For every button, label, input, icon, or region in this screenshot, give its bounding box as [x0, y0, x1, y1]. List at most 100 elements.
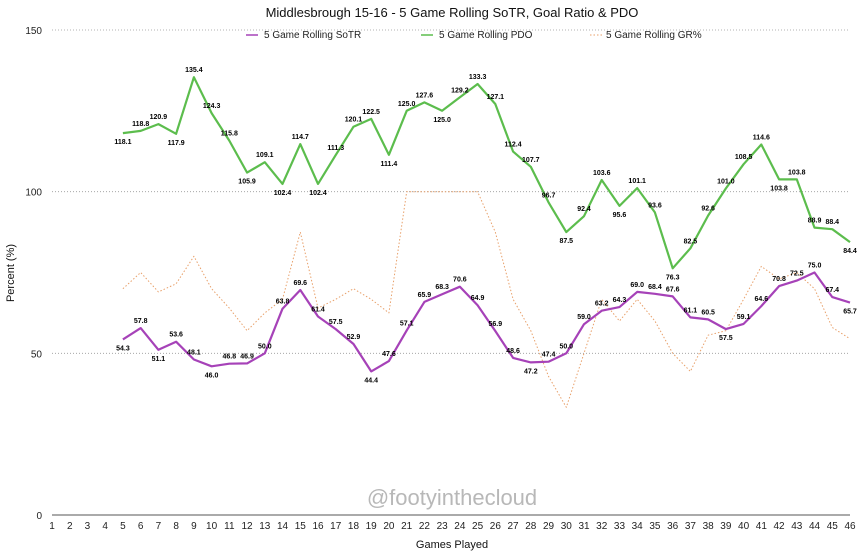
x-tick-27: 27	[508, 521, 520, 532]
x-tick-24: 24	[454, 521, 466, 532]
x-tick-9: 9	[191, 521, 197, 532]
x-tick-45: 45	[827, 521, 839, 532]
y-tick-50: 50	[31, 349, 43, 360]
data-label-0-31: 59.0	[577, 314, 591, 321]
x-tick-28: 28	[525, 521, 537, 532]
data-label-0-21: 57.1	[400, 320, 414, 327]
data-label-1-22: 127.6	[416, 92, 434, 99]
x-tick-43: 43	[791, 521, 803, 532]
x-tick-10: 10	[206, 521, 218, 532]
data-label-0-41: 64.6	[755, 296, 769, 303]
x-tick-7: 7	[156, 521, 162, 532]
data-label-0-37: 61.1	[684, 307, 698, 314]
data-label-1-42: 103.8	[770, 185, 788, 192]
series-line-0	[122, 271, 851, 373]
data-label-0-40: 59.1	[737, 314, 751, 321]
data-label-1-9: 135.4	[185, 67, 203, 74]
data-label-1-8: 117.9	[168, 140, 185, 147]
data-label-0-26: 56.9	[489, 321, 503, 328]
data-label-1-44: 88.9	[808, 218, 822, 225]
data-label-1-43: 103.8	[788, 169, 806, 176]
data-label-0-28: 47.2	[524, 368, 538, 375]
data-label-0-7: 51.1	[152, 356, 166, 363]
data-label-0-8: 53.6	[169, 332, 183, 339]
data-label-1-14: 102.4	[274, 190, 292, 197]
data-label-0-46: 65.7	[843, 309, 857, 316]
x-tick-21: 21	[401, 521, 413, 532]
data-label-0-33: 64.3	[613, 297, 627, 304]
y-axis-label: Percent (%)	[5, 244, 17, 302]
data-label-0-38: 60.5	[701, 309, 715, 316]
x-tick-30: 30	[561, 521, 573, 532]
x-tick-32: 32	[596, 521, 608, 532]
x-tick-44: 44	[809, 521, 821, 532]
legend-label-sotr: 5 Game Rolling SoTR	[264, 30, 361, 41]
x-tick-26: 26	[490, 521, 502, 532]
data-label-0-36: 67.6	[666, 286, 680, 293]
data-label-0-27: 48.6	[506, 348, 520, 355]
data-label-0-44: 75.0	[808, 263, 822, 270]
x-tick-18: 18	[348, 521, 360, 532]
data-label-1-26: 127.1	[487, 94, 505, 101]
data-label-1-25: 133.3	[469, 74, 487, 81]
x-tick-36: 36	[667, 521, 679, 532]
series-line-2	[122, 191, 851, 408]
x-tick-13: 13	[259, 521, 271, 532]
data-label-0-22: 65.9	[418, 292, 432, 299]
x-tick-labels: 1 2 3 4 5 6 7 8 9 10 11 12 13 14 15 16 17 18 19 20 21 22 23 24 2…	[49, 521, 856, 532]
data-label-1-13: 109.1	[256, 152, 274, 159]
legend-item-sotr: 5 Game Rolling SoTR	[246, 30, 361, 41]
y-tick-150: 150	[25, 26, 42, 37]
data-label-1-27: 112.4	[504, 142, 521, 149]
data-label-1-39: 101.0	[717, 178, 735, 185]
x-tick-2: 2	[67, 521, 73, 532]
data-label-0-16: 61.4	[311, 306, 325, 313]
x-tick-25: 25	[472, 521, 484, 532]
data-label-0-11: 46.8	[223, 354, 237, 361]
data-label-1-30: 87.5	[559, 238, 573, 245]
data-label-1-6: 118.8	[132, 121, 149, 128]
x-tick-5: 5	[120, 521, 126, 532]
data-label-1-29: 96.7	[542, 192, 556, 199]
x-tick-23: 23	[437, 521, 449, 532]
data-label-1-12: 105.9	[238, 179, 256, 186]
data-label-1-36: 76.3	[666, 274, 680, 281]
x-tick-40: 40	[738, 521, 750, 532]
data-label-1-32: 103.6	[593, 170, 611, 177]
data-label-1-20: 111.4	[381, 161, 398, 168]
data-label-0-15: 69.6	[293, 280, 307, 287]
data-label-1-28: 107.7	[522, 157, 540, 164]
data-label-1-21: 125.0	[398, 101, 416, 108]
data-label-1-23: 125.0	[433, 117, 451, 124]
data-label-0-23: 68.3	[435, 284, 449, 291]
legend-item-pdo: 5 Game Rolling PDO	[421, 30, 533, 41]
data-label-1-18: 120.1	[345, 117, 363, 124]
data-label-0-29: 47.4	[542, 352, 556, 359]
data-label-0-17: 57.5	[329, 319, 343, 326]
data-label-1-17: 111.3	[327, 145, 344, 152]
series-layer	[122, 76, 851, 408]
data-label-1-19: 122.5	[362, 109, 380, 116]
y-tick-0: 0	[36, 511, 42, 522]
data-label-0-30: 50.0	[559, 343, 573, 350]
data-label-0-20: 47.6	[382, 351, 396, 358]
x-tick-11: 11	[224, 521, 235, 532]
x-tick-14: 14	[277, 521, 289, 532]
legend-label-gr: 5 Game Rolling GR%	[606, 30, 702, 41]
data-label-1-7: 120.9	[150, 114, 168, 121]
x-tick-42: 42	[774, 521, 786, 532]
x-tick-6: 6	[138, 521, 144, 532]
watermark: @footyinthecloud	[367, 485, 537, 510]
data-label-1-31: 92.4	[577, 206, 591, 213]
data-label-0-39: 57.5	[719, 335, 733, 342]
data-label-0-6: 57.8	[134, 318, 148, 325]
data-label-1-16: 102.4	[309, 190, 327, 197]
data-label-1-35: 93.6	[648, 202, 662, 209]
data-label-0-25: 64.9	[471, 295, 485, 302]
x-tick-41: 41	[756, 521, 768, 532]
x-tick-38: 38	[703, 521, 715, 532]
data-label-0-35: 68.4	[648, 284, 662, 291]
data-label-0-43: 72.5	[790, 271, 804, 278]
data-label-0-9: 48.1	[187, 349, 201, 356]
data-label-1-11: 115.8	[221, 131, 238, 138]
